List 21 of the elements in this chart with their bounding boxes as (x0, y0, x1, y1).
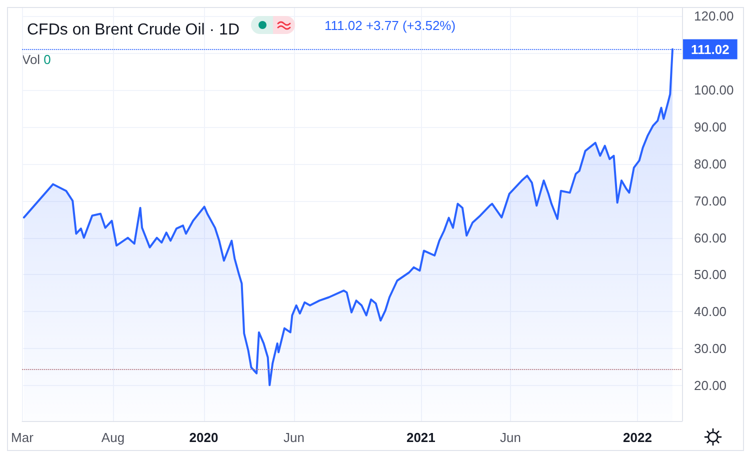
x-tick-label: 2022 (623, 430, 652, 445)
y-tick-label: 30.00 (694, 341, 727, 356)
y-tick-label: 100.00 (694, 82, 734, 98)
text: CFDs on Brent Crude Oil · 1D (27, 22, 240, 38)
y-tick-label: 70.00 (694, 193, 727, 208)
ref-line-label: 111.02 (691, 42, 730, 57)
y-tick-label: 40.00 (694, 304, 727, 320)
annotation: 111.02 +3.77 (+3.52%) (324, 18, 456, 33)
y-tick-label: 120.00 (694, 8, 734, 24)
y-tick-label: 20.00 (694, 378, 727, 394)
y-tick-label: 60.00 (694, 230, 727, 246)
x-tick-label: Mar (11, 430, 34, 445)
x-tick-label: Aug (101, 430, 125, 445)
y-tick-label: 50.00 (694, 267, 727, 282)
x-tick-label: 2020 (189, 430, 218, 445)
y-tick-label: 90.00 (694, 119, 727, 134)
annotation: Vol 0 (22, 52, 51, 67)
x-tick-label: Jun (283, 430, 304, 445)
y-tick-label: 80.00 (694, 156, 727, 172)
x-tick-label: Jun (500, 430, 522, 445)
x-tick-label: 2021 (406, 430, 436, 445)
